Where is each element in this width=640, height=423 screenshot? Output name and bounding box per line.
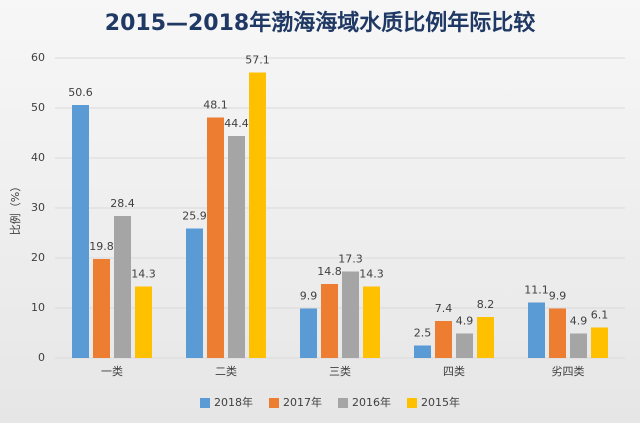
legend-label: 2018年	[214, 395, 253, 409]
value-label: 2.5	[414, 327, 432, 340]
value-label: 4.9	[456, 315, 474, 328]
value-label: 25.9	[182, 210, 207, 223]
bar	[414, 345, 431, 358]
legend-label: 2017年	[283, 395, 322, 409]
bar	[570, 333, 587, 358]
bar	[477, 317, 494, 358]
value-label: 57.1	[245, 54, 270, 67]
y-tick-label: 20	[31, 251, 45, 264]
bar	[363, 286, 380, 358]
bar	[321, 284, 338, 358]
bar	[435, 321, 452, 358]
legend-swatch	[338, 398, 348, 408]
value-label: 8.2	[477, 298, 495, 311]
legend-swatch	[200, 398, 210, 408]
x-tick-label: 四类	[443, 364, 465, 378]
y-tick-label: 0	[38, 351, 45, 364]
value-label: 4.9	[570, 315, 588, 328]
x-tick-label: 一类	[101, 364, 123, 378]
y-tick-label: 10	[31, 301, 45, 314]
value-label: 9.9	[549, 290, 567, 303]
x-tick-label: 二类	[215, 364, 237, 378]
value-label: 28.4	[110, 197, 135, 210]
y-tick-label: 60	[31, 51, 45, 64]
bar	[93, 259, 110, 358]
value-label: 9.9	[300, 290, 318, 303]
bar	[342, 271, 359, 358]
value-label: 17.3	[338, 253, 363, 266]
bar	[300, 308, 317, 358]
y-tick-label: 40	[31, 151, 45, 164]
value-label: 48.1	[203, 99, 228, 112]
x-tick-label: 劣四类	[552, 364, 585, 378]
y-tick-label: 50	[31, 101, 45, 114]
bar	[135, 286, 152, 358]
value-label: 11.1	[524, 284, 549, 297]
bar	[591, 327, 608, 358]
bar	[549, 308, 566, 358]
bar	[186, 228, 203, 358]
bar	[72, 105, 89, 358]
x-tick-label: 三类	[329, 364, 351, 378]
legend-swatch	[407, 398, 417, 408]
chart-title: 2015—2018年渤海海域水质比例年际比较	[105, 10, 535, 36]
value-label: 6.1	[591, 309, 609, 322]
y-axis-label: 比例（%）	[8, 181, 22, 235]
bar	[456, 333, 473, 358]
legend-label: 2016年	[352, 395, 391, 409]
value-label: 14.3	[131, 268, 156, 281]
legend-label: 2015年	[421, 395, 460, 409]
value-label: 44.4	[224, 117, 249, 130]
value-label: 19.8	[89, 240, 114, 253]
legend-swatch	[269, 398, 279, 408]
y-tick-label: 30	[31, 201, 45, 214]
bar	[228, 136, 245, 358]
value-label: 14.3	[359, 268, 384, 281]
value-label: 14.8	[317, 265, 342, 278]
bar	[114, 216, 131, 358]
bar	[249, 72, 266, 358]
bar	[207, 117, 224, 358]
bar	[528, 302, 545, 358]
value-label: 7.4	[435, 302, 453, 315]
value-label: 50.6	[68, 86, 93, 99]
